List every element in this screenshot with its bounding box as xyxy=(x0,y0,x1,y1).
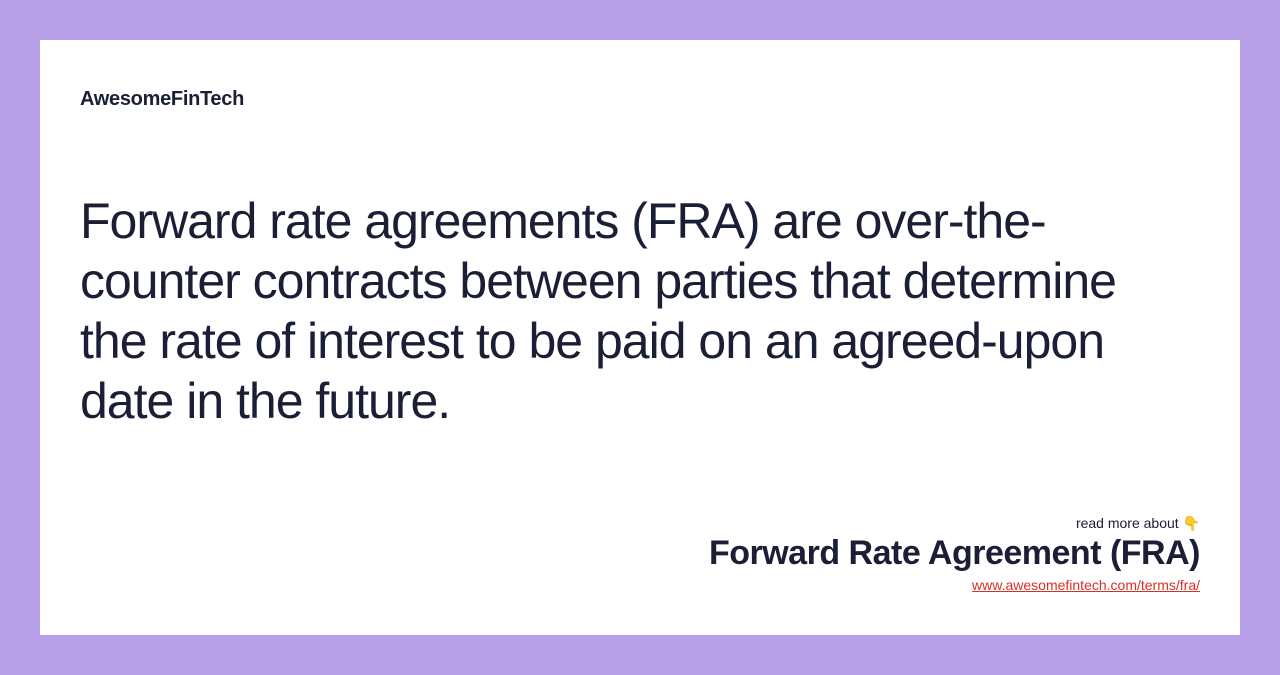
term-link[interactable]: www.awesomefintech.com/terms/fra/ xyxy=(972,577,1200,593)
term-title: Forward Rate Agreement (FRA) xyxy=(709,534,1200,573)
content-card: AwesomeFinTech Forward rate agreements (… xyxy=(40,40,1240,635)
footer-section: read more about 👇 Forward Rate Agreement… xyxy=(709,515,1200,595)
brand-name: AwesomeFinTech xyxy=(80,88,1200,111)
read-more-label: read more about 👇 xyxy=(709,515,1200,532)
definition-text: Forward rate agreements (FRA) are over-t… xyxy=(80,191,1180,431)
